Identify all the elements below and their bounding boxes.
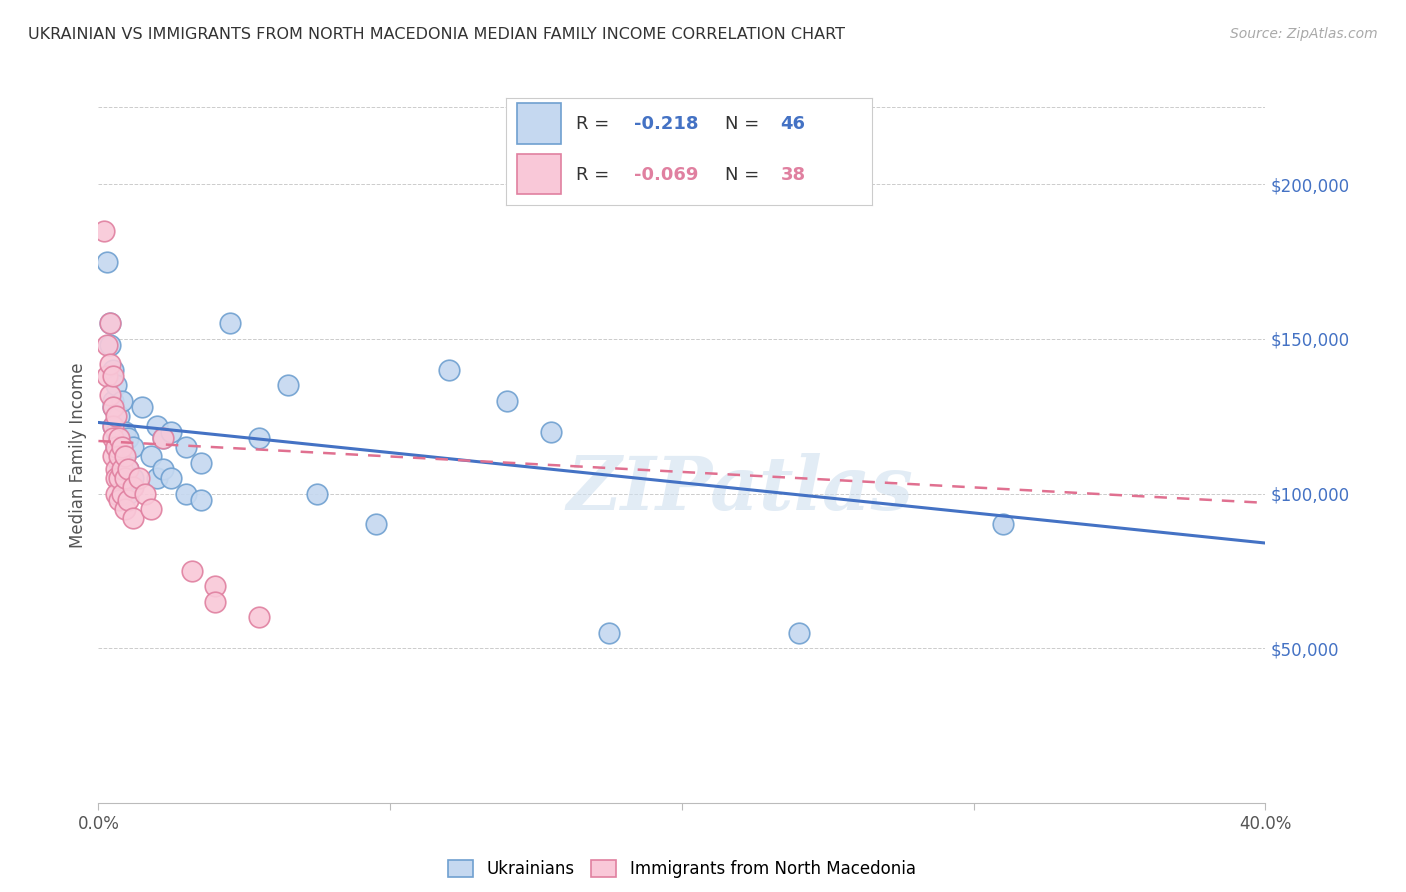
Point [104, 440, 127, 454]
Point [277, 378, 299, 392]
Point [204, 579, 226, 593]
Point [101, 431, 124, 445]
Point [101, 418, 124, 433]
Point [101, 369, 124, 384]
Point [190, 456, 212, 470]
Point [114, 471, 136, 485]
Point [101, 400, 124, 414]
Text: -0.069: -0.069 [634, 166, 699, 184]
Point [93, 224, 115, 238]
Point [190, 492, 212, 507]
Point [152, 431, 174, 445]
Point [160, 471, 183, 485]
Point [96, 254, 118, 268]
Point [122, 440, 145, 454]
Point [540, 425, 562, 439]
Point [495, 393, 517, 408]
Point [111, 462, 134, 476]
Point [108, 492, 131, 507]
Point [174, 440, 197, 454]
Point [104, 462, 127, 476]
Point [307, 486, 329, 500]
Y-axis label: Median Family Income: Median Family Income [69, 362, 87, 548]
Text: ZIPatlas: ZIPatlas [567, 453, 914, 526]
Point [111, 486, 134, 500]
Point [114, 450, 136, 464]
Point [146, 471, 169, 485]
Point [117, 462, 139, 476]
Point [139, 502, 162, 516]
Point [101, 393, 124, 408]
Point [98, 338, 121, 352]
Point [104, 440, 127, 454]
Point [104, 425, 127, 439]
Point [111, 440, 134, 454]
Bar [517, 153, 561, 194]
Text: N =: N = [725, 115, 765, 133]
Point [117, 486, 139, 500]
Point [117, 431, 139, 445]
Point [98, 387, 121, 401]
Point [117, 462, 139, 476]
Point [160, 425, 183, 439]
Legend: Ukrainians, Immigrants from North Macedonia: Ukrainians, Immigrants from North Macedo… [441, 854, 922, 885]
Text: -0.218: -0.218 [634, 115, 699, 133]
Point [104, 486, 127, 500]
Text: N =: N = [725, 166, 765, 184]
Point [108, 456, 131, 470]
Text: UKRAINIAN VS IMMIGRANTS FROM NORTH MACEDONIA MEDIAN FAMILY INCOME CORRELATION CH: UKRAINIAN VS IMMIGRANTS FROM NORTH MACED… [28, 27, 845, 42]
Point [146, 418, 169, 433]
Point [218, 317, 240, 331]
Point [101, 363, 124, 377]
Point [101, 418, 124, 433]
Point [122, 480, 145, 494]
Point [101, 400, 124, 414]
Point [247, 610, 270, 624]
Point [134, 486, 156, 500]
Point [96, 369, 118, 384]
Point [114, 425, 136, 439]
Point [174, 486, 197, 500]
Point [111, 462, 134, 476]
Point [598, 625, 620, 640]
Text: R =: R = [575, 115, 614, 133]
Point [139, 450, 162, 464]
Point [108, 431, 131, 445]
Point [117, 492, 139, 507]
Point [122, 511, 145, 525]
Point [122, 471, 145, 485]
Point [180, 564, 202, 578]
Point [104, 471, 127, 485]
Text: R =: R = [575, 166, 614, 184]
Point [128, 471, 150, 485]
Point [108, 471, 131, 485]
Point [364, 517, 387, 532]
Point [98, 317, 121, 331]
Point [108, 431, 131, 445]
Point [131, 400, 153, 414]
Point [104, 378, 127, 392]
Point [108, 450, 131, 464]
Point [787, 625, 810, 640]
Point [114, 450, 136, 464]
Text: 38: 38 [780, 166, 806, 184]
Point [204, 595, 226, 609]
Point [108, 409, 131, 424]
Point [152, 462, 174, 476]
Point [247, 431, 270, 445]
Point [111, 440, 134, 454]
Point [437, 363, 460, 377]
Point [96, 338, 118, 352]
Point [991, 517, 1014, 532]
Text: 46: 46 [780, 115, 806, 133]
Point [98, 317, 121, 331]
Point [98, 357, 121, 371]
Point [104, 409, 127, 424]
Bar [517, 103, 561, 145]
Point [111, 393, 134, 408]
Point [101, 450, 124, 464]
Point [152, 431, 174, 445]
Point [114, 502, 136, 516]
Text: Source: ZipAtlas.com: Source: ZipAtlas.com [1230, 27, 1378, 41]
